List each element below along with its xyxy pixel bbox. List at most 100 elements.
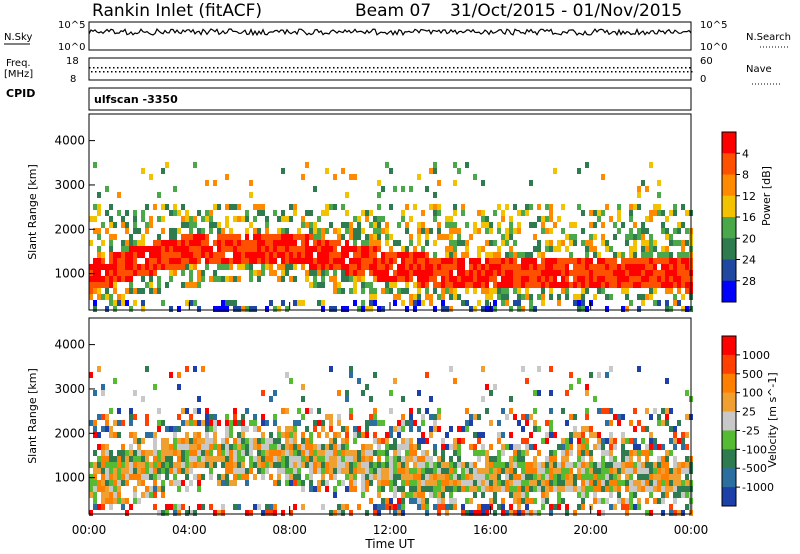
heatmap-cell [237,438,241,444]
heatmap-cell [289,378,293,384]
heatmap-cell [541,228,545,234]
freq-dot [185,67,187,69]
heatmap-cell [305,474,309,480]
heatmap-cell [117,300,121,306]
heatmap-cell [525,498,529,504]
freq-dot [373,67,375,69]
heatmap-cell [485,252,489,258]
heatmap-cell [245,258,249,264]
heatmap-cell [433,492,437,498]
y-tick-label: 3000 [54,178,85,192]
heatmap-cell [513,486,517,492]
heatmap-cell [145,366,149,372]
heatmap-cell [481,216,485,222]
heatmap-cell [589,480,593,486]
nave-dot [235,71,237,73]
heatmap-cell [477,486,481,492]
heatmap-cell [469,270,473,276]
heatmap-cell [509,228,513,234]
heatmap-cell [165,162,169,168]
heatmap-cell [493,240,497,246]
heatmap-cell [657,204,661,210]
heatmap-cell [121,216,125,222]
heatmap-cell [413,498,417,504]
heatmap-cell [589,456,593,462]
heatmap-cell [261,234,265,240]
heatmap-cell [661,480,665,486]
heatmap-cell [473,228,477,234]
heatmap-cell [589,450,593,456]
heatmap-cell [241,216,245,222]
freq-dot [305,67,307,69]
heatmap-cell [301,480,305,486]
heatmap-cell [205,420,209,426]
heatmap-cell [177,468,181,474]
heatmap-cell [665,264,669,270]
heatmap-cell [677,420,681,426]
heatmap-cell [345,456,349,462]
nave-dot [347,71,349,73]
heatmap-cell [353,426,357,432]
heatmap-cell [549,486,553,492]
heatmap-cell [425,252,429,258]
heatmap-cell [325,450,329,456]
heatmap-cell [645,228,649,234]
heatmap-cell [161,240,165,246]
heatmap-cell [537,486,541,492]
heatmap-cell [541,216,545,222]
heatmap-cell [301,222,305,228]
heatmap-cell [529,282,533,288]
heatmap-cell [581,456,585,462]
nave-dot [627,71,629,73]
heatmap-cell [169,504,173,510]
heatmap-cell [321,300,325,306]
heatmap-cell [669,450,673,456]
heatmap-cell [605,258,609,264]
heatmap-cell [289,204,293,210]
heatmap-cell [441,234,445,240]
heatmap-cell [457,456,461,462]
heatmap-cell [273,240,277,246]
heatmap-cell [93,468,97,474]
heatmap-cell [417,264,421,270]
freq-dot [301,67,303,69]
heatmap-cell [101,258,105,264]
heatmap-cell [457,270,461,276]
heatmap-cell [557,216,561,222]
heatmap-cell [677,462,681,468]
heatmap-cell [193,456,197,462]
heatmap-cell [397,456,401,462]
heatmap-cell [457,438,461,444]
heatmap-cell [177,486,181,492]
heatmap-cell [505,480,509,486]
heatmap-cell [389,204,393,210]
freq-dot [577,67,579,69]
heatmap-cell [621,504,625,510]
heatmap-cell [481,276,485,282]
nave-dot [391,71,393,73]
heatmap-cell [481,504,485,510]
freq-dot [505,67,507,69]
heatmap-cell [497,504,501,510]
heatmap-cell [137,264,141,270]
heatmap-cell [161,204,165,210]
heatmap-cell [661,276,665,282]
heatmap-cell [201,270,205,276]
heatmap-cell [205,258,209,264]
heatmap-cell [669,438,673,444]
heatmap-cell [641,264,645,270]
heatmap-cell [253,414,257,420]
heatmap-cell [625,504,629,510]
freq-dot [297,67,299,69]
freq-dot [565,67,567,69]
heatmap-cell [357,258,361,264]
heatmap-cell [501,498,505,504]
heatmap-cell [673,270,677,276]
heatmap-cell [529,480,533,486]
heatmap-cell [317,450,321,456]
heatmap-cell [309,270,313,276]
heatmap-cell [213,276,217,282]
heatmap-cell [437,426,441,432]
heatmap-cell [293,276,297,282]
colorbar-tick-label: 20 [742,232,756,245]
